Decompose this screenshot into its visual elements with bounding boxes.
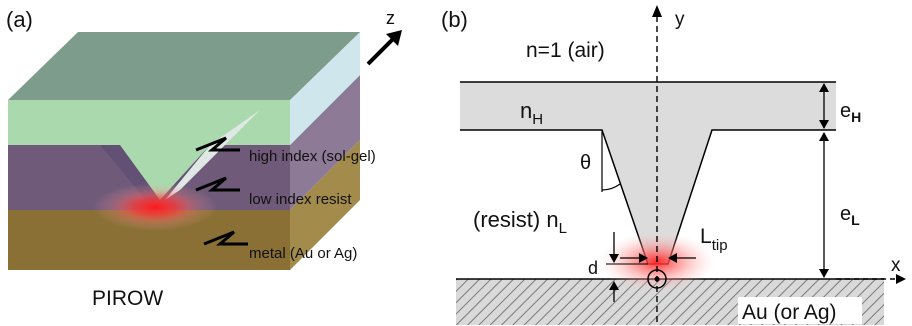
- sol-gel-front: [8, 100, 290, 200]
- x-axis-arrowhead: [896, 274, 906, 284]
- air-label: n=1 (air): [526, 39, 605, 62]
- y-axis-label: y: [675, 9, 685, 30]
- layer-arrow-resist: [195, 176, 240, 192]
- layer-arrow-sol-gel: [195, 136, 240, 152]
- Ltip-dimension: [620, 253, 696, 263]
- eH-dimension: [819, 83, 829, 129]
- layer-label-sol-gel: high index (sol-gel): [249, 148, 376, 165]
- theta-label: θ: [580, 152, 591, 174]
- caption-pirow: PIROW: [92, 287, 163, 310]
- d-label: d: [588, 258, 598, 278]
- d-dimension: [606, 232, 648, 302]
- origin-dot: [654, 276, 660, 282]
- sol-gel-side: [290, 32, 360, 145]
- panel-b: (b) n=1 (air) y x θ nH (resist) nL: [441, 5, 906, 325]
- groove-light-face: [165, 110, 260, 200]
- layer-arrow-metal: [203, 230, 248, 246]
- z-axis-arrow: [366, 30, 402, 66]
- high-index-layer: [460, 82, 836, 264]
- nH-label: nH: [520, 98, 543, 128]
- substrate-label-bg: [738, 297, 862, 324]
- metal-layer-front: [8, 210, 290, 270]
- panel-b-tag: (b): [441, 7, 468, 32]
- theta-arc: [601, 183, 621, 191]
- substrate-label: Au (or Ag): [742, 301, 837, 324]
- eL-label: eL: [840, 203, 860, 228]
- y-axis-arrowhead: [652, 5, 662, 17]
- nL-label: (resist) nL: [473, 207, 567, 237]
- metal-layer-side: [290, 140, 360, 270]
- eH-label: eH: [840, 100, 861, 125]
- x-axis-label: x: [891, 255, 901, 276]
- z-axis-label: z: [386, 8, 395, 28]
- Ltip-label: Ltip: [700, 225, 728, 254]
- layer-label-metal: metal (Au or Ag): [249, 245, 357, 262]
- eL-dimension: [819, 132, 829, 278]
- hotspot-glow: [93, 183, 217, 231]
- layer-label-resist: low index resist: [249, 191, 352, 208]
- origin-marker: [647, 269, 667, 289]
- panel-a: (a) z high index (sol-gel): [6, 7, 402, 310]
- panel-a-tag: (a): [6, 7, 33, 32]
- resist-layer-side: [290, 75, 360, 210]
- sol-gel-top: [8, 32, 360, 100]
